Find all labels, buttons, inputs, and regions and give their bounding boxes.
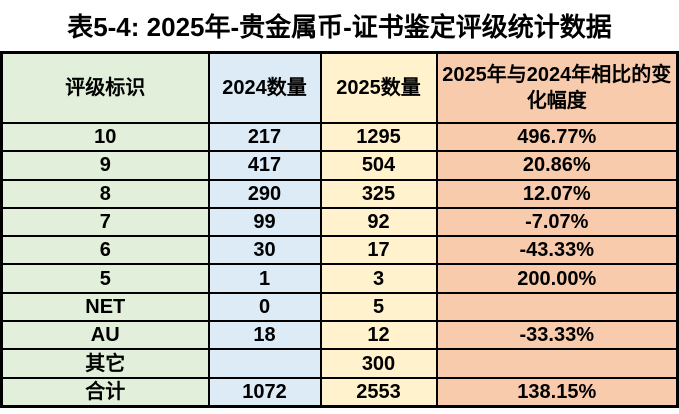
count-2025-cell: 1295 — [319, 121, 438, 153]
count-2024-cell: 30 — [207, 235, 322, 266]
table-row: 6 30 17 -43.33% — [0, 235, 679, 266]
grade-cell: 8 — [0, 178, 210, 209]
header-change: 2025年与2024年相比的变化幅度 — [435, 51, 679, 124]
count-2024-cell: 18 — [207, 320, 322, 351]
grade-cell: 10 — [0, 121, 210, 153]
count-2025-cell: 3 — [319, 263, 438, 294]
grade-cell: 5 — [0, 263, 210, 294]
header-count-2024: 2024数量 — [207, 51, 322, 124]
count-2025-cell: 5 — [319, 291, 438, 323]
header-grade: 评级标识 — [0, 51, 210, 124]
grade-cell: AU — [0, 320, 210, 351]
count-2024-cell: 290 — [207, 178, 322, 209]
change-cell: 12.07% — [435, 178, 679, 209]
count-2025-cell: 12 — [319, 320, 438, 351]
table-row: 10 217 1295 496.77% — [0, 121, 679, 153]
count-2025-cell: 17 — [319, 235, 438, 266]
grade-cell: 9 — [0, 150, 210, 181]
count-2024-cell: 1072 — [207, 376, 322, 408]
grade-cell: 其它 — [0, 348, 210, 379]
grade-cell: 6 — [0, 235, 210, 266]
table-row: NET 0 5 — [0, 291, 679, 323]
count-2025-cell: 325 — [319, 178, 438, 209]
count-2025-cell: 2553 — [319, 376, 438, 408]
header-row: 评级标识 2024数量 2025数量 2025年与2024年相比的变化幅度 — [0, 51, 679, 124]
change-cell: -33.33% — [435, 320, 679, 351]
header-count-2025: 2025数量 — [319, 51, 438, 124]
count-2024-cell: 1 — [207, 263, 322, 294]
change-cell: -43.33% — [435, 235, 679, 266]
table-row: 9 417 504 20.86% — [0, 150, 679, 181]
count-2024-cell: 0 — [207, 291, 322, 323]
change-cell: 200.00% — [435, 263, 679, 294]
grade-cell: NET — [0, 291, 210, 323]
rating-stats-table: 评级标识 2024数量 2025数量 2025年与2024年相比的变化幅度 10… — [0, 51, 679, 408]
total-row: 合计 1072 2553 138.15% — [0, 376, 679, 408]
grade-cell: 合计 — [0, 376, 210, 408]
count-2024-cell — [207, 348, 322, 379]
change-cell — [435, 348, 679, 379]
change-cell: 496.77% — [435, 121, 679, 153]
table-caption: 表5-4: 2025年-贵金属币-证书鉴定评级统计数据 — [67, 12, 612, 42]
count-2025-cell: 92 — [319, 206, 438, 238]
table-row: 8 290 325 12.07% — [0, 178, 679, 209]
count-2025-cell: 300 — [319, 348, 438, 379]
change-cell: -7.07% — [435, 206, 679, 238]
count-2025-cell: 504 — [319, 150, 438, 181]
grade-cell: 7 — [0, 206, 210, 238]
change-cell: 138.15% — [435, 376, 679, 408]
count-2024-cell: 417 — [207, 150, 322, 181]
change-cell — [435, 291, 679, 323]
count-2024-cell: 217 — [207, 121, 322, 153]
table-row: 其它 300 — [0, 348, 679, 379]
table-row: 5 1 3 200.00% — [0, 263, 679, 294]
change-cell: 20.86% — [435, 150, 679, 181]
table-row: 7 99 92 -7.07% — [0, 206, 679, 238]
table-row: AU 18 12 -33.33% — [0, 320, 679, 351]
count-2024-cell: 99 — [207, 206, 322, 238]
